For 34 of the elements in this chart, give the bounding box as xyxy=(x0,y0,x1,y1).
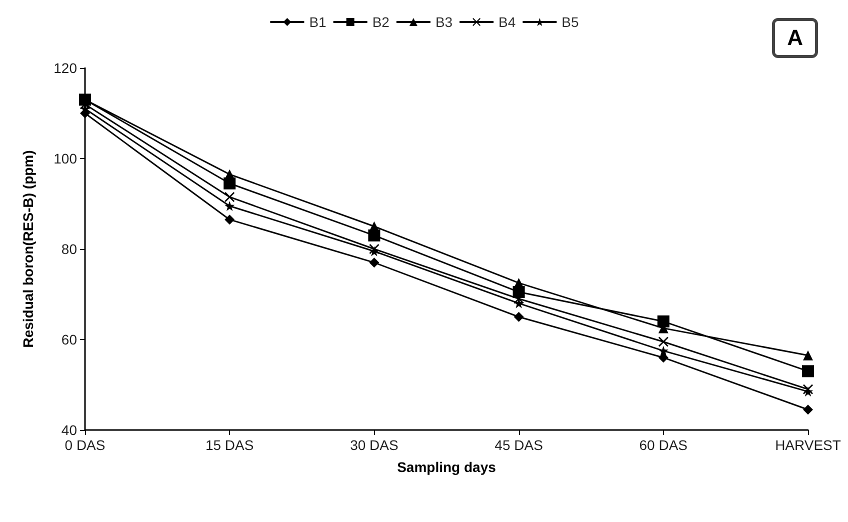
legend-label: B3 xyxy=(435,14,453,30)
point xyxy=(658,346,668,356)
x-tick-label: 30 DAS xyxy=(350,437,398,453)
legend-label: B5 xyxy=(562,14,580,30)
legend-label: B4 xyxy=(498,14,516,30)
point xyxy=(224,201,235,212)
x-tick-label: HARVEST xyxy=(775,437,842,453)
point xyxy=(803,386,813,397)
point xyxy=(514,298,524,308)
point xyxy=(803,404,813,415)
x-axis-title: Sampling days xyxy=(397,459,496,475)
point xyxy=(514,312,524,322)
legend-label: B2 xyxy=(372,14,390,30)
y-tick-label: 120 xyxy=(54,60,78,76)
x-tick-label: 45 DAS xyxy=(494,437,543,453)
point xyxy=(369,246,380,256)
x-tick-label: 15 DAS xyxy=(205,437,254,453)
y-tick-label: 40 xyxy=(61,422,78,438)
point xyxy=(224,192,235,202)
y-tick-label: 100 xyxy=(54,150,78,166)
point xyxy=(369,258,380,268)
y-tick-label: 60 xyxy=(61,332,78,348)
y-tick-label: 80 xyxy=(61,241,78,257)
point xyxy=(803,350,813,360)
point xyxy=(224,214,235,225)
point xyxy=(658,352,668,363)
x-tick-label: 0 DAS xyxy=(64,437,106,453)
legend-label: B1 xyxy=(309,14,327,30)
point xyxy=(658,336,668,347)
point xyxy=(802,365,814,378)
y-axis-title: Residual boron(RES-B) (ppm) xyxy=(20,150,36,348)
point xyxy=(657,315,670,328)
text: A xyxy=(772,18,818,58)
x-tick-label: 60 DAS xyxy=(639,437,688,453)
